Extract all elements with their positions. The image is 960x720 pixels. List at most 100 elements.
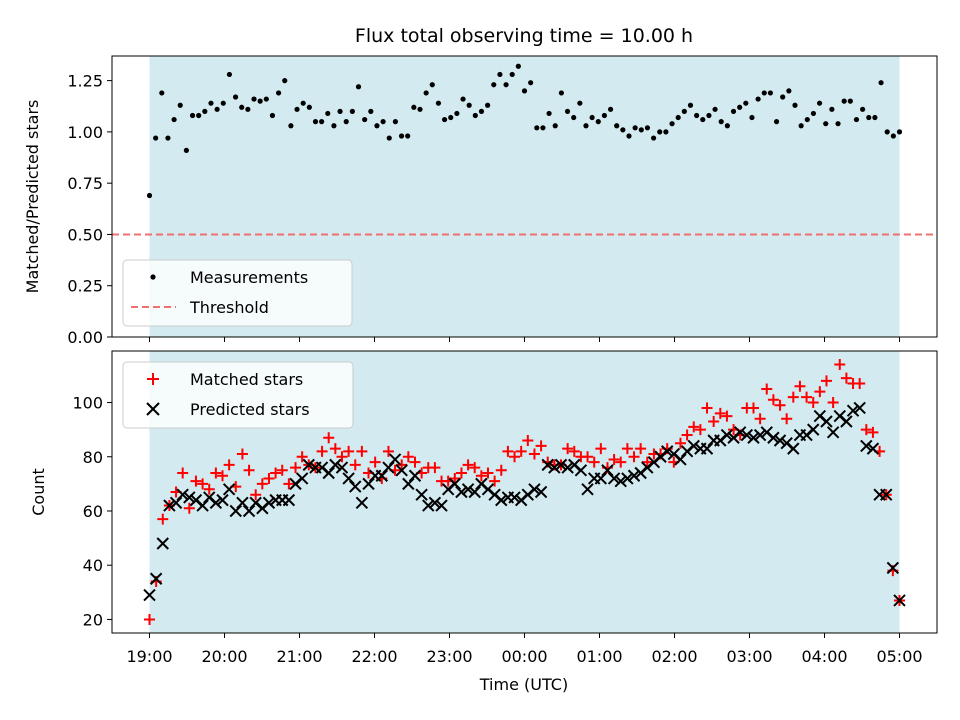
matched-star-point [568, 445, 580, 457]
predicted-star-point [408, 469, 422, 482]
measurement-point [337, 108, 343, 114]
measurement-point [380, 119, 386, 125]
measurement-point [275, 90, 282, 96]
predicted-star-point [382, 461, 395, 474]
measurement-point [405, 133, 411, 139]
measurement-point [497, 71, 503, 78]
y-tick-label: 100 [72, 394, 103, 413]
measurement-point [829, 106, 835, 112]
legend-label-measurements: Measurements [190, 268, 308, 287]
measurement-point [607, 106, 614, 112]
measurement-point [478, 108, 485, 114]
measurement-point [448, 114, 454, 121]
predicted-star-point [435, 499, 448, 512]
predicted-star-point [455, 485, 468, 499]
x-tick-label: 01:00 [576, 647, 622, 666]
matched-star-point [635, 443, 647, 455]
matched-star-point [595, 443, 607, 455]
bottom-y-ticks: 20 40 60 80 100 [72, 394, 112, 629]
measurement-point [737, 104, 743, 110]
y-tick-label: 60 [83, 502, 103, 521]
measurement-point [343, 119, 349, 125]
measurement-point [189, 112, 196, 119]
measurement-point [208, 100, 214, 106]
measurement-point [878, 80, 884, 86]
matched-star-point [177, 467, 189, 479]
measurement-point [872, 114, 878, 121]
measurement-points [146, 63, 903, 199]
measurement-point [171, 116, 177, 123]
matched-star-point [369, 456, 381, 468]
predicted-star-point [627, 469, 641, 482]
measurement-point [153, 135, 159, 141]
matched-star-point [475, 470, 487, 482]
measurement-point [232, 94, 239, 100]
x-tick-label: 02:00 [651, 647, 697, 666]
measurement-point [202, 108, 208, 114]
predicted-star-point [495, 493, 508, 507]
measurement-point [220, 100, 226, 106]
measurement-point [860, 106, 866, 112]
matched-star-point [203, 483, 215, 495]
predicted-star-point [329, 458, 342, 472]
measurement-point [614, 123, 620, 129]
matched-star-point [316, 445, 328, 457]
measurement-point [841, 98, 847, 104]
predicted-star-point [302, 458, 315, 472]
matched-star-point [827, 397, 839, 409]
matched-star-point [522, 434, 534, 446]
measurement-point [835, 121, 841, 127]
predicted-star-point [176, 488, 189, 501]
predicted-star-point [561, 461, 574, 474]
measurement-point [804, 116, 810, 123]
measurement-point [239, 104, 245, 110]
measurement-point [417, 106, 423, 112]
predicted-star-point [541, 458, 554, 472]
measurement-point [816, 100, 823, 106]
predicted-star-point [388, 453, 402, 466]
matched-stars-points [144, 359, 905, 625]
predicted-star-point [787, 442, 800, 455]
matched-star-point [243, 464, 255, 476]
measurement-point [657, 129, 663, 135]
predicted-star-point [355, 496, 369, 510]
matched-star-point [582, 451, 594, 463]
predicted-star-point [216, 493, 229, 507]
predicted-star-point [349, 480, 362, 493]
matched-star-point [336, 451, 348, 463]
predicted-star-point [448, 477, 462, 491]
measurement-point [540, 125, 546, 131]
matched-star-point [860, 424, 872, 436]
matched-star-point [489, 475, 501, 487]
predicted-star-point [222, 483, 236, 496]
predicted-star-point [886, 561, 900, 575]
matched-star-point [217, 470, 229, 482]
matched-star-point [588, 456, 600, 468]
measurement-point [761, 90, 767, 96]
measurement-point [780, 94, 786, 100]
measurement-point [700, 116, 706, 123]
measurement-point [349, 108, 355, 114]
measurement-point [552, 123, 558, 129]
matched-star-point [767, 394, 779, 406]
matched-star-point [502, 445, 514, 457]
measurement-point [319, 119, 325, 125]
predicted-star-point [428, 496, 442, 510]
matched-star-point [429, 462, 441, 474]
predicted-star-point [375, 469, 389, 482]
measurement-point [429, 82, 435, 88]
measurement-point [386, 135, 392, 141]
matched-star-point [349, 459, 361, 471]
matched-star-point [621, 443, 633, 455]
matched-star-point [223, 459, 235, 471]
matched-star-point [628, 451, 640, 463]
y-tick-label: 40 [83, 556, 103, 575]
predicted-star-point [773, 434, 787, 447]
x-axis-label: Time (UTC) [479, 675, 568, 694]
matched-star-point [449, 472, 461, 484]
predicted-star-point [282, 493, 296, 507]
predicted-star-point [335, 461, 349, 474]
y-tick-label: 1.25 [67, 72, 103, 91]
measurement-point [392, 119, 399, 125]
matched-star-point [462, 459, 474, 471]
